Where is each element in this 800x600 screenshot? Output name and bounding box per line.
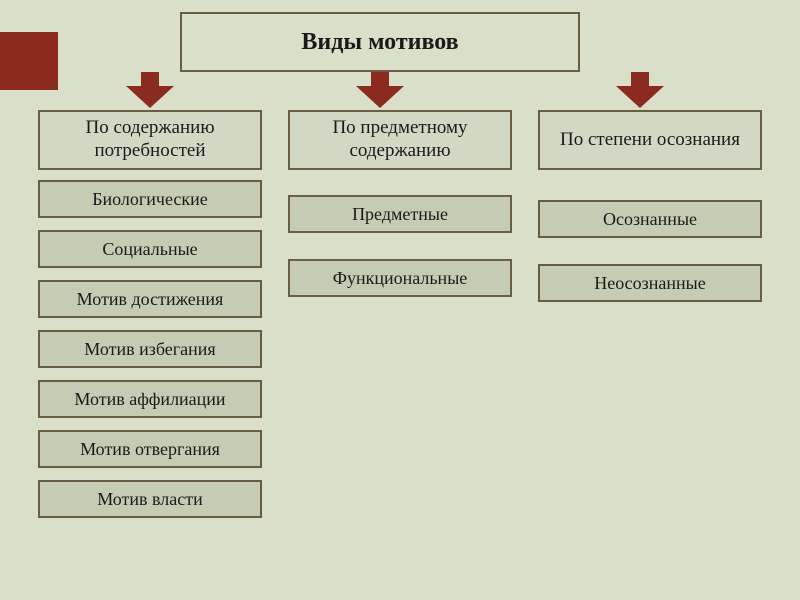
- item-label: Осознанные: [603, 209, 697, 230]
- item-label: Социальные: [102, 239, 197, 260]
- arrow-head-icon: [356, 86, 404, 108]
- item-box: Мотив власти: [38, 480, 262, 518]
- category-box: По степени осознания: [538, 110, 762, 170]
- item-box: Социальные: [38, 230, 262, 268]
- diagram-title-text: Виды мотивов: [301, 29, 458, 56]
- diagram-title: Виды мотивов: [180, 12, 580, 72]
- item-label: Мотив избегания: [84, 339, 215, 360]
- item-box: Осознанные: [538, 200, 762, 238]
- item-box: Неосознанные: [538, 264, 762, 302]
- arrow-head-icon: [616, 86, 664, 108]
- item-box: Мотив достижения: [38, 280, 262, 318]
- item-box: Мотив отвергания: [38, 430, 262, 468]
- item-label: Неосознанные: [594, 273, 706, 294]
- item-label: Функциональные: [333, 268, 468, 289]
- left-accent-bar: [0, 32, 58, 90]
- item-box: Биологические: [38, 180, 262, 218]
- category-label: По предметному содержанию: [294, 117, 506, 163]
- arrow-head-icon: [126, 86, 174, 108]
- item-label: Биологические: [92, 189, 208, 210]
- category-box: По содержанию потребностей: [38, 110, 262, 170]
- item-label: Предметные: [352, 204, 448, 225]
- item-label: Мотив достижения: [77, 289, 224, 310]
- item-label: Мотив власти: [97, 489, 203, 510]
- arrow-stem: [631, 72, 649, 86]
- item-box: Предметные: [288, 195, 512, 233]
- category-label: По степени осознания: [560, 129, 740, 152]
- item-box: Мотив избегания: [38, 330, 262, 368]
- arrow-stem: [371, 72, 389, 86]
- item-box: Мотив аффилиации: [38, 380, 262, 418]
- arrow-stem: [141, 72, 159, 86]
- item-label: Мотив аффилиации: [74, 389, 225, 410]
- category-box: По предметному содержанию: [288, 110, 512, 170]
- category-label: По содержанию потребностей: [44, 117, 256, 163]
- item-label: Мотив отвергания: [80, 439, 220, 460]
- item-box: Функциональные: [288, 259, 512, 297]
